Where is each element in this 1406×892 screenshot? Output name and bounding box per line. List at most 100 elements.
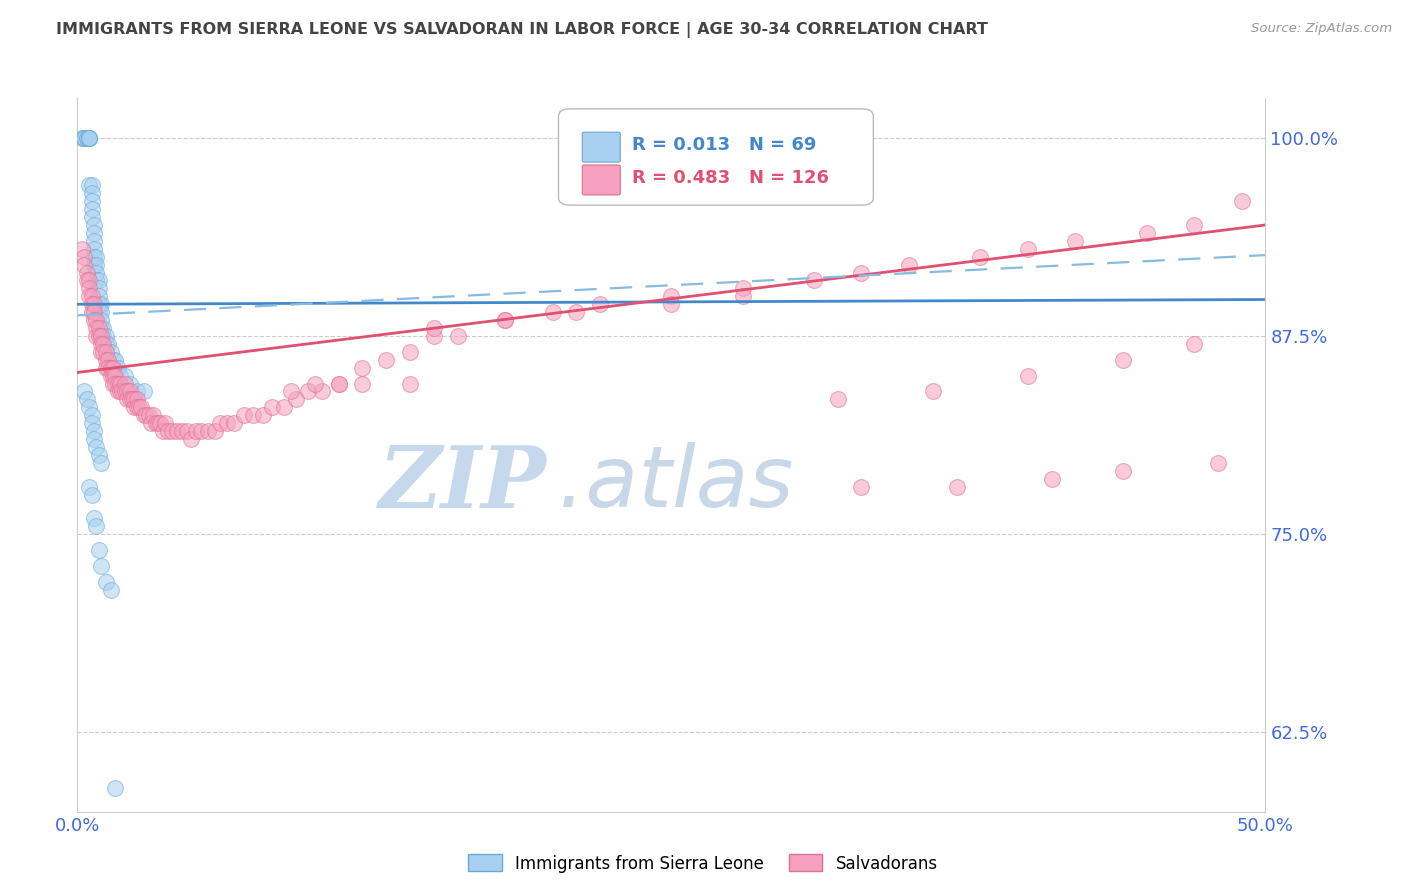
Point: [661, 289, 683, 303]
Point: [190, 424, 212, 438]
Point: [328, 376, 350, 391]
Point: [73, 250, 96, 264]
Point: [162, 424, 184, 438]
Point: [100, 582, 122, 597]
Point: [80, 194, 103, 209]
Point: [97, 352, 120, 367]
Point: [94, 344, 117, 359]
Point: [83, 297, 105, 311]
Point: [83, 511, 105, 525]
Point: [121, 392, 143, 407]
Point: [94, 329, 117, 343]
Point: [215, 416, 238, 430]
Point: [125, 384, 148, 399]
Point: [90, 305, 112, 319]
Point: [107, 360, 129, 375]
FancyBboxPatch shape: [582, 132, 620, 162]
Point: [304, 376, 326, 391]
Point: [176, 424, 198, 438]
Text: ZIP: ZIP: [378, 442, 547, 525]
Point: [1112, 464, 1135, 478]
Point: [83, 218, 105, 232]
Point: [70, 130, 93, 145]
Point: [111, 384, 134, 399]
Point: [1182, 218, 1205, 232]
Point: [851, 266, 873, 280]
Point: [87, 448, 110, 462]
Point: [262, 401, 284, 415]
Point: [166, 424, 188, 438]
Text: R = 0.013   N = 69: R = 0.013 N = 69: [633, 136, 817, 153]
Point: [87, 543, 110, 558]
Point: [352, 376, 374, 391]
Point: [131, 401, 153, 415]
Point: [827, 392, 849, 407]
Point: [97, 360, 120, 375]
Point: [565, 305, 588, 319]
Point: [152, 424, 174, 438]
Point: [86, 440, 108, 454]
Point: [118, 376, 141, 391]
Text: IMMIGRANTS FROM SIERRA LEONE VS SALVADORAN IN LABOR FORCE | AGE 30-34 CORRELATIO: IMMIGRANTS FROM SIERRA LEONE VS SALVADOR…: [56, 22, 988, 38]
Point: [731, 281, 754, 295]
Point: [1064, 234, 1087, 248]
Point: [83, 258, 105, 272]
Point: [446, 329, 468, 343]
Point: [494, 313, 516, 327]
Legend: Immigrants from Sierra Leone, Salvadorans: Immigrants from Sierra Leone, Salvadoran…: [461, 847, 945, 880]
Point: [83, 250, 105, 264]
Point: [80, 409, 103, 423]
Point: [204, 424, 226, 438]
Point: [242, 409, 264, 423]
Point: [90, 558, 112, 573]
Point: [124, 392, 146, 407]
Point: [114, 384, 136, 399]
Point: [118, 392, 141, 407]
Point: [86, 258, 108, 272]
Point: [77, 130, 100, 145]
Point: [851, 480, 873, 494]
Point: [83, 242, 105, 256]
Point: [156, 424, 179, 438]
Point: [114, 376, 136, 391]
Point: [541, 305, 564, 319]
Point: [80, 178, 103, 193]
Point: [76, 266, 98, 280]
Point: [83, 226, 105, 240]
Point: [101, 360, 124, 375]
Point: [93, 344, 115, 359]
Point: [93, 329, 115, 343]
Point: [115, 392, 138, 407]
Point: [115, 384, 138, 399]
Point: [80, 297, 103, 311]
Point: [94, 337, 117, 351]
FancyBboxPatch shape: [582, 165, 620, 195]
Point: [1040, 472, 1063, 486]
Point: [73, 384, 96, 399]
Point: [80, 186, 103, 201]
Point: [93, 337, 115, 351]
Point: [145, 416, 167, 430]
Point: [90, 313, 112, 327]
Point: [86, 313, 108, 327]
Point: [90, 297, 112, 311]
Point: [101, 368, 124, 383]
Point: [142, 409, 165, 423]
Point: [589, 297, 612, 311]
Point: [83, 313, 105, 327]
Point: [77, 130, 100, 145]
Point: [104, 780, 127, 795]
Point: [86, 273, 108, 287]
Point: [77, 178, 100, 193]
Point: [80, 289, 103, 303]
Text: Source: ZipAtlas.com: Source: ZipAtlas.com: [1251, 22, 1392, 36]
Point: [328, 376, 350, 391]
Point: [252, 409, 274, 423]
Point: [100, 368, 122, 383]
Point: [155, 416, 177, 430]
Point: [77, 480, 100, 494]
Point: [86, 321, 108, 335]
Point: [80, 202, 103, 216]
Point: [73, 130, 96, 145]
Point: [208, 416, 231, 430]
